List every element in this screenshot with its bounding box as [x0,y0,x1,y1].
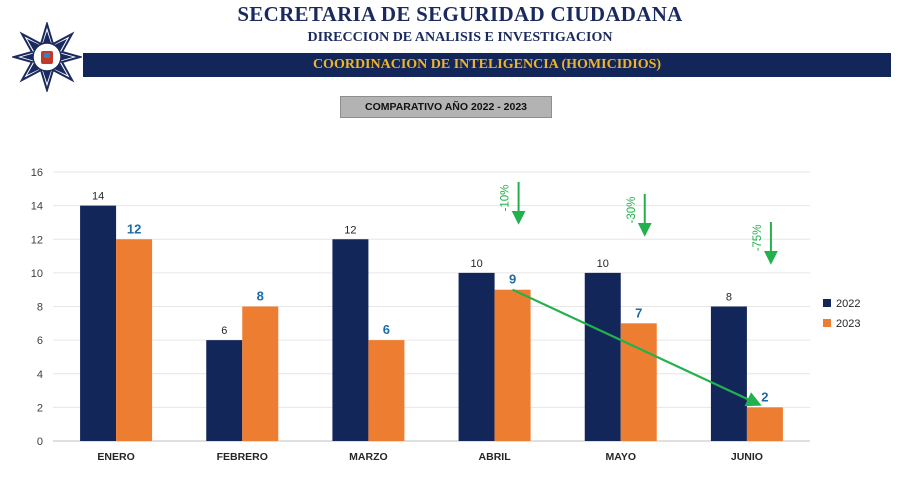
y-tick-label: 16 [31,167,43,179]
x-tick-label: MARZO [349,451,388,463]
legend-label-2022: 2022 [836,298,860,310]
bar-2023-abril [494,289,531,441]
percent-change-label: -10% [500,185,512,212]
bar-2022-febrero [206,340,243,441]
percent-change-label: -30% [626,197,638,224]
page-subtitle: DIRECCION DE ANALISIS E INVESTIGACION [307,30,613,45]
data-label-2023: 12 [127,221,141,236]
police-star-badge-icon [12,22,82,92]
bar-2023-febrero [242,306,279,441]
data-label-2023: 8 [257,289,264,304]
chart-title-badge: COMPARATIVO AÑO 2022 - 2023 [340,96,552,118]
x-tick-label: JUNIO [731,451,763,463]
y-tick-label: 8 [37,302,43,314]
y-tick-label: 12 [31,234,43,246]
y-tick-label: 2 [37,402,43,414]
bar-2023-marzo [368,340,405,441]
bar-2023-enero [116,239,153,441]
data-label-2022: 14 [92,191,104,203]
bar-2022-abril [458,272,495,441]
data-label-2023: 7 [635,305,642,320]
bar-2023-mayo [620,323,657,441]
data-label-2023: 2 [761,389,768,404]
data-label-2023: 6 [383,322,390,337]
section-band-label: COORDINACION DE INTELIGENCIA (HOMICIDIOS… [312,57,662,72]
data-label-2022: 10 [597,258,609,270]
bar-2022-marzo [332,239,369,441]
trend-arrow [512,288,762,407]
section-band: COORDINACION DE INTELIGENCIA (HOMICIDIOS… [83,53,891,77]
y-tick-label: 4 [37,369,43,381]
legend-swatch-2022 [823,299,831,307]
y-tick-label: 10 [31,268,43,280]
data-label-2022: 6 [221,325,227,337]
legend-label-2023: 2023 [836,318,860,330]
page-title: SECRETARIA DE SEGURIDAD CIUDADANA [237,2,683,26]
x-tick-label: MAYO [605,451,636,463]
y-tick-label: 14 [31,201,43,213]
bar-2022-mayo [584,272,621,441]
data-label-2022: 12 [344,224,356,236]
data-label-2022: 8 [726,292,732,304]
y-tick-label: 0 [37,436,43,448]
legend-swatch-2023 [823,319,831,327]
data-label-2022: 10 [470,258,482,270]
x-tick-label: ENERO [97,451,134,463]
x-tick-label: FEBRERO [217,451,268,463]
chart-title-label: COMPARATIVO AÑO 2022 - 2023 [364,101,528,113]
y-tick-label: 6 [37,335,43,347]
data-label-2023: 9 [509,272,516,287]
percent-change-label: -75% [752,225,764,252]
bar-2023-junio [746,407,783,441]
x-tick-label: ABRIL [479,451,512,463]
bar-2022-junio [710,306,747,441]
bar-2022-enero [80,205,117,441]
